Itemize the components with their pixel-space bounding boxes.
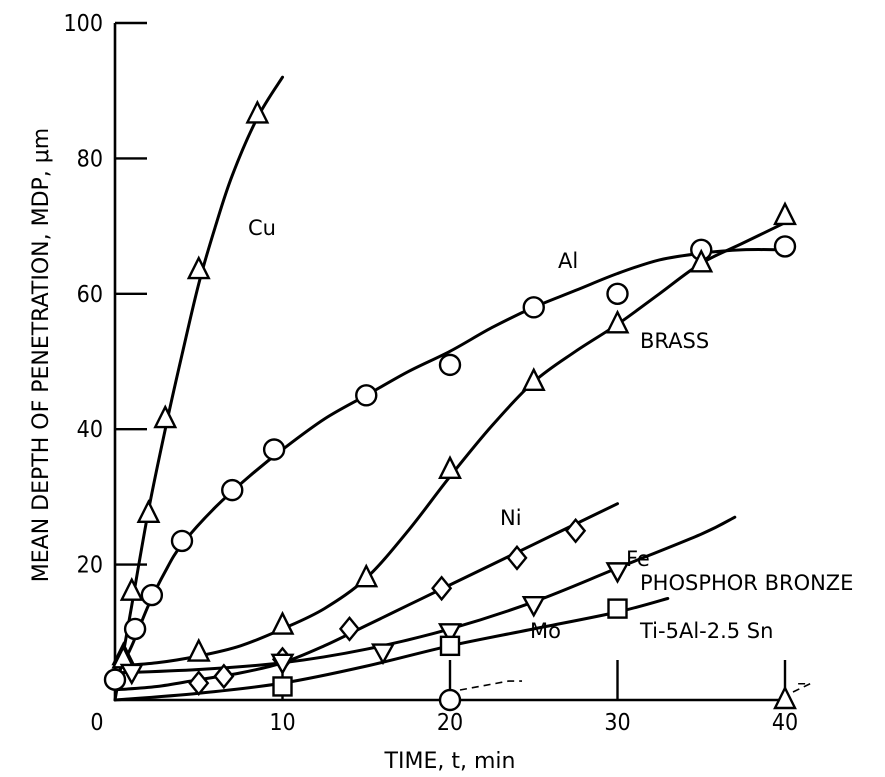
cu-point [119,576,144,601]
series-label-mo: Mo [530,619,561,643]
brass-curve [113,221,787,668]
brass-point [438,455,462,480]
brass-point [773,201,797,226]
x-axis-title: TIME, t, min [384,749,516,774]
mo-leader [459,680,523,691]
series-label-cu: Cu [248,216,276,240]
fe-curve [113,515,737,675]
phosphor-bronze-point [439,635,461,657]
series-label-al: Al [558,249,578,273]
al-point [221,478,244,502]
x-tick-label: 40 [772,710,798,736]
x-tick-label: 30 [604,710,630,736]
series-label-ti-5al-2-5-sn: Ti-5Al-2.5 Sn [639,619,773,643]
cu-point [153,404,178,429]
ti-leader [792,682,811,693]
x-tick-label: 20 [437,710,463,736]
phosphor-bronze-point [272,676,293,697]
al-point [170,529,194,553]
brass-point [605,309,630,334]
mo-point [438,688,462,712]
cu-point [186,255,211,280]
fe-point [270,653,295,676]
brass-point [521,367,546,392]
cu-curve [113,75,284,702]
al-point [140,583,164,607]
fe-point [521,596,546,618]
x-tick-label: 10 [269,710,295,736]
y-tick-label: 20 [77,553,103,579]
brass-point [270,610,295,635]
fe-point [605,562,630,584]
curves [113,75,787,702]
x-tick-label: 0 [90,710,103,736]
brass-point [186,637,211,662]
ni-point [506,544,528,571]
ti-5al-2-5-sn-point [773,685,797,710]
al-point [606,282,629,305]
series-label-ni: Ni [500,506,522,530]
markers [103,99,797,712]
y-tick-label: 100 [64,11,104,37]
al-point [123,617,147,641]
al-point [522,296,545,319]
fe-point [119,663,144,686]
phosphor-bronze-curve [113,597,670,702]
al-point [355,384,378,407]
brass-point [689,248,714,273]
al-point [773,235,797,258]
brass-point [354,563,379,588]
ni-point [188,670,210,696]
ni-point [565,517,587,544]
fe-point [370,643,396,666]
y-tick-label: 60 [77,282,103,308]
fe-point [437,623,463,645]
al-point [103,668,127,691]
ni-point [338,616,361,642]
cu-point [245,99,270,124]
axes: 0 10 20 30 40 20 40 60 80 100 [64,11,799,736]
series-label-fe: Fe [626,547,650,571]
y-tick-label: 40 [77,417,103,443]
series-label-phosphor-bronze: PHOSPHOR BRONZE [640,571,853,595]
series-label-brass: BRASS [640,329,709,353]
al-point [438,353,462,377]
ni-point [431,575,453,602]
phosphor-bronze-point [607,598,628,619]
y-tick-label: 80 [77,146,103,172]
al-curve [113,248,787,682]
al-point [262,438,286,461]
cu-point [136,499,161,524]
y-axis-title: MEAN DEPTH OF PENETRATION, MDP, μm [29,128,54,582]
ni-point [213,663,235,690]
